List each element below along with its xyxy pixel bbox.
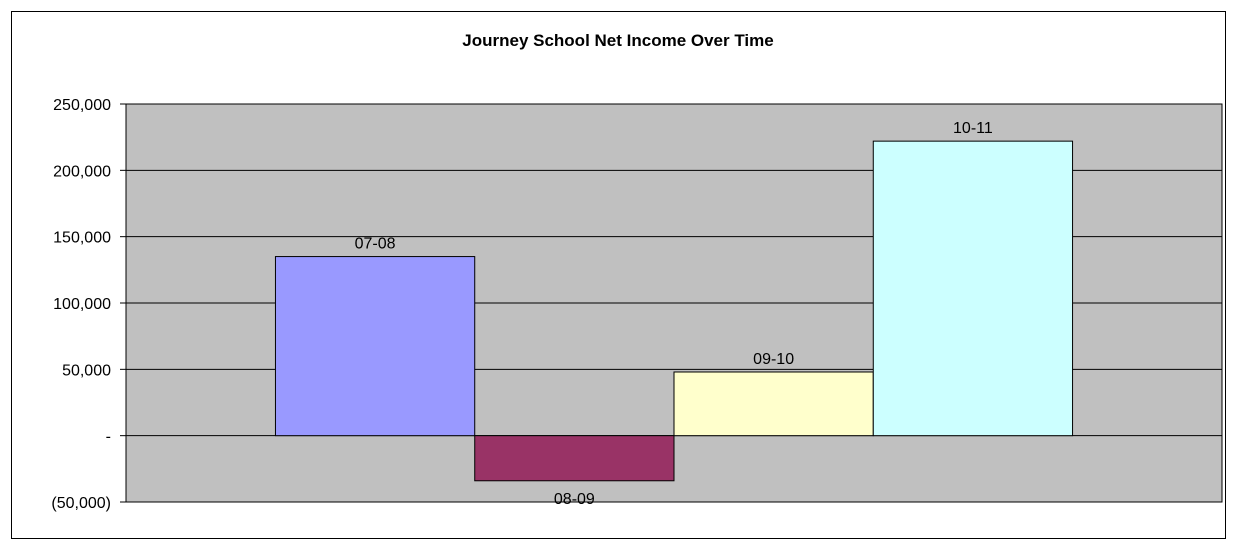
y-tick-label: 250,000	[53, 97, 111, 114]
y-tick-label: -	[106, 429, 111, 446]
data-label-08-09: 08-09	[554, 491, 595, 508]
y-tick-label: 50,000	[62, 362, 111, 379]
data-labels: 07-08 08-09 09-10 10-11	[355, 120, 993, 508]
data-label-07-08: 07-08	[355, 236, 396, 253]
y-tick-label: 100,000	[53, 296, 111, 313]
bar-08-09	[474, 435, 675, 482]
bars	[274, 140, 1074, 482]
y-tick-label: (50,000)	[51, 495, 111, 512]
data-label-09-10: 09-10	[753, 351, 794, 368]
data-label-10-11: 10-11	[953, 120, 993, 137]
bar-10-11	[872, 140, 1074, 437]
y-tick-label: 200,000	[53, 163, 111, 180]
y-tick-label: 150,000	[53, 230, 111, 247]
chart-title: Journey School Net Income Over Time	[462, 31, 773, 50]
bar-09-10	[673, 371, 874, 437]
y-axis: 250,000 200,000 150,000 100,000 50,000 - (50,0…	[51, 97, 126, 512]
bar-07-08	[274, 256, 476, 437]
